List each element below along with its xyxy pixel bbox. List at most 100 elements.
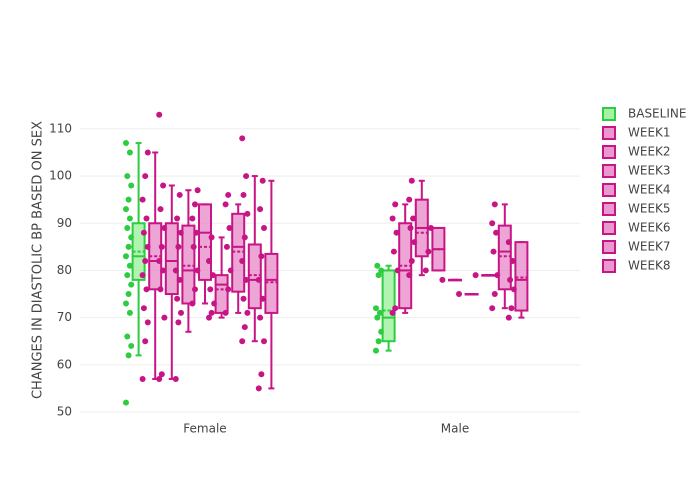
data-point [241,234,248,241]
data-point [176,276,183,283]
data-point [406,272,413,279]
data-point [389,215,396,222]
box [198,203,212,281]
data-point [243,173,250,180]
legend-label: WEEK4 [628,183,671,197]
data-point [225,191,232,198]
data-point [126,262,133,269]
legend-label: WEEK5 [628,202,671,216]
legend-label: WEEK6 [628,221,671,235]
data-point [125,243,132,250]
y-tick-label: 90 [57,216,72,230]
data-point [156,258,163,264]
data-point [140,305,147,312]
data-point [259,295,266,302]
y-tick-label: 110 [49,121,72,135]
data-point [126,309,133,316]
data-point [192,286,198,293]
data-point [139,272,146,279]
data-point [207,286,214,293]
data-point [239,338,246,345]
data-point [374,262,381,269]
data-point [505,239,512,246]
y-tick-label: 50 [57,405,72,419]
data-point [189,215,196,222]
data-point [408,177,415,184]
data-point [206,258,212,264]
y-tick-label: 70 [57,310,72,324]
data-point [128,342,135,349]
data-point [139,375,146,382]
data-point [123,140,129,147]
data-point [161,314,168,321]
data-point [144,149,151,156]
data-point [374,314,381,321]
data-point [124,224,131,231]
data-point [393,229,400,236]
data-point [222,201,229,208]
legend-swatch [602,107,616,121]
data-point [178,309,184,316]
data-point [259,177,266,184]
data-point [174,215,181,222]
data-point [505,314,512,321]
data-point [139,196,146,203]
legend-swatch [602,164,616,178]
y-tick-label: 100 [49,169,72,183]
data-point [193,229,200,236]
data-point [509,258,516,264]
x-tick-label: Male [441,422,469,436]
box [247,243,262,310]
data-point [157,286,164,293]
data-point [508,305,515,312]
data-point [239,135,246,142]
y-axis-title: CHANGES IN DIASTOLIC BP BASED ON SEX [31,121,46,399]
box [214,274,229,314]
data-point [158,243,165,250]
box [514,241,529,312]
data-point [128,182,135,189]
data-point [209,272,216,279]
data-point [257,314,264,321]
data-point [244,210,251,217]
data-point [258,371,265,378]
data-point [240,295,247,302]
data-point [241,324,248,331]
data-point [489,305,496,312]
data-point [243,276,250,283]
legend-swatch [602,221,616,235]
data-point [175,319,182,326]
data-point [123,300,129,307]
data-point [375,272,382,279]
data-point [125,352,132,359]
data-point [422,267,429,274]
legend-label: WEEK3 [628,164,671,178]
data-point [439,276,446,283]
data-point [373,305,379,312]
data-point [156,375,163,382]
data-point [375,338,382,345]
data-point [189,300,196,307]
data-point [156,111,163,118]
data-point [124,272,131,279]
data-point [174,295,181,302]
x-tick-label: Female [183,422,226,436]
data-point [128,281,135,288]
data-point [389,309,396,316]
data-point [240,191,247,198]
legend-swatch [602,202,616,216]
data-point [124,173,131,180]
box [264,252,279,314]
data-point [261,224,267,231]
legend-label: BASELINE [628,107,686,121]
data-point [142,173,149,180]
data-point [160,267,167,274]
data-point [206,314,212,321]
data-point [143,215,150,222]
data-point [222,309,229,316]
data-point [407,224,414,231]
box [181,224,196,305]
data-point [176,191,183,198]
data-point [408,258,415,264]
